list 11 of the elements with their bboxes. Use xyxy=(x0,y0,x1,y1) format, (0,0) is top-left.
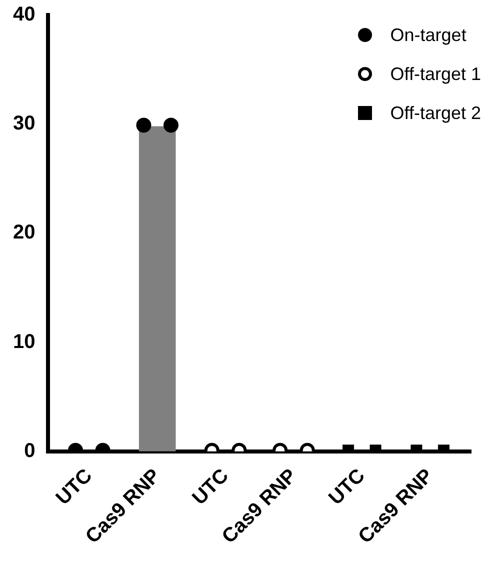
x-tick-label: UTC xyxy=(324,464,370,510)
y-tick-label: 0 xyxy=(24,440,36,462)
y-tick-label: 20 xyxy=(12,222,36,244)
legend-label: Off-target 1 xyxy=(390,64,481,84)
legend-label: On-target xyxy=(390,24,466,46)
x-tick-label: UTC xyxy=(188,464,233,510)
y-tick-label: 40 xyxy=(12,4,36,26)
y-tick-label: 30 xyxy=(12,112,36,135)
y-tick-label: 10 xyxy=(12,330,36,353)
legend-label: Off-target 2 xyxy=(390,102,481,124)
x-tick-label: UTC xyxy=(52,464,97,510)
